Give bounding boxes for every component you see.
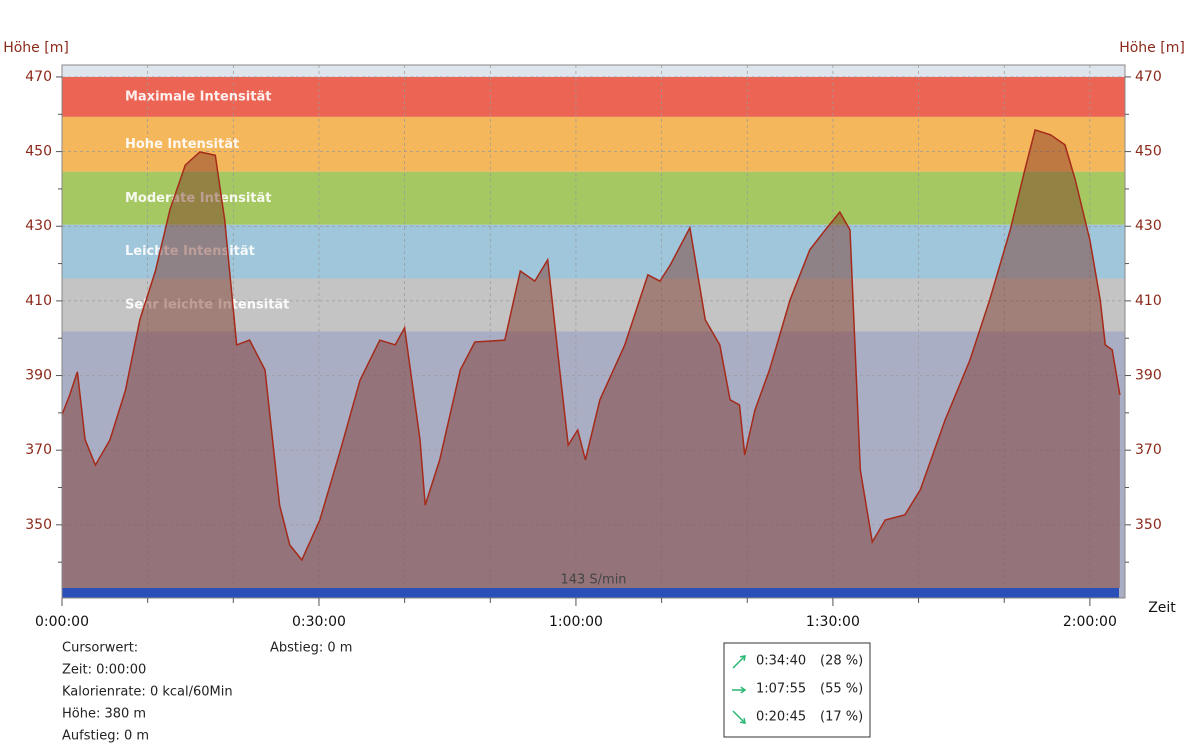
summary-share: (55 %) (820, 682, 863, 697)
y2-tick-label: 450 (1135, 144, 1162, 160)
info-line: Abstieg: 0 m (270, 641, 352, 656)
info-line: Zeit: 0:00:00 (62, 663, 146, 678)
direction-arrow-head (740, 686, 747, 694)
y2-tick-label: 430 (1135, 218, 1162, 234)
summary-share: (28 %) (820, 654, 863, 669)
x-tick-label: 0:00:00 (35, 614, 89, 630)
summary-time: 1:07:55 (756, 682, 806, 697)
direction-arrow-head (739, 717, 746, 724)
x-tick-label: 1:00:00 (549, 614, 603, 630)
zone-label: Leichte Intensität (125, 244, 255, 259)
direction-arrow-head (739, 655, 746, 662)
x-axis-label: Zeit (1148, 600, 1176, 616)
y2-tick-label: 410 (1135, 293, 1162, 309)
summary-time: 0:20:45 (756, 710, 806, 725)
zone-label: Sehr leichte Intensität (125, 297, 289, 312)
summary-box (723, 642, 871, 738)
y-tick-label: 390 (25, 368, 52, 384)
info-line: Höhe: 380 m (62, 707, 146, 722)
zone-label: Moderate Intensität (125, 191, 272, 206)
y2-axis-label: Höhe [m] (1119, 40, 1185, 56)
info-line: Aufstieg: 0 m (62, 729, 149, 744)
y-tick-label: 350 (25, 517, 52, 533)
y2-tick-label: 390 (1135, 368, 1162, 384)
zone (62, 116, 1125, 172)
x-tick-label: 1:30:00 (806, 614, 860, 630)
y-tick-label: 450 (25, 144, 52, 160)
zone-label: Hohe Intensität (125, 137, 239, 152)
base-zone (62, 331, 1125, 598)
plot-frame (61, 64, 1126, 599)
y-tick-label: 430 (25, 218, 52, 234)
y2-tick-label: 470 (1135, 69, 1162, 85)
zone-label: Maximale Intensität (125, 89, 271, 104)
x-tick-label: 0:30:00 (292, 614, 346, 630)
cadence-bar (62, 588, 1119, 598)
summary-share: (17 %) (820, 710, 863, 725)
info-line: Cursorwert: (62, 641, 138, 656)
zone (62, 171, 1125, 225)
y-tick-label: 370 (25, 442, 52, 458)
zone (62, 278, 1125, 332)
info-line: Kalorienrate: 0 kcal/60Min (62, 685, 233, 700)
summary-time: 0:34:40 (756, 654, 806, 669)
y-tick-label: 470 (25, 69, 52, 85)
cadence-label: 143 S/min (560, 573, 626, 588)
direction-arrow (732, 710, 746, 724)
y2-tick-label: 350 (1135, 517, 1162, 533)
line (61, 128, 1121, 562)
direction-arrow (732, 655, 746, 669)
zone (62, 76, 1125, 117)
y2-tick-label: 370 (1135, 442, 1162, 458)
y-axis-label: Höhe [m] (3, 40, 69, 56)
x-tick-label: 2:00:00 (1063, 614, 1117, 630)
area-fill (62, 129, 1120, 588)
y-tick-label: 410 (25, 293, 52, 309)
zone (62, 224, 1125, 279)
